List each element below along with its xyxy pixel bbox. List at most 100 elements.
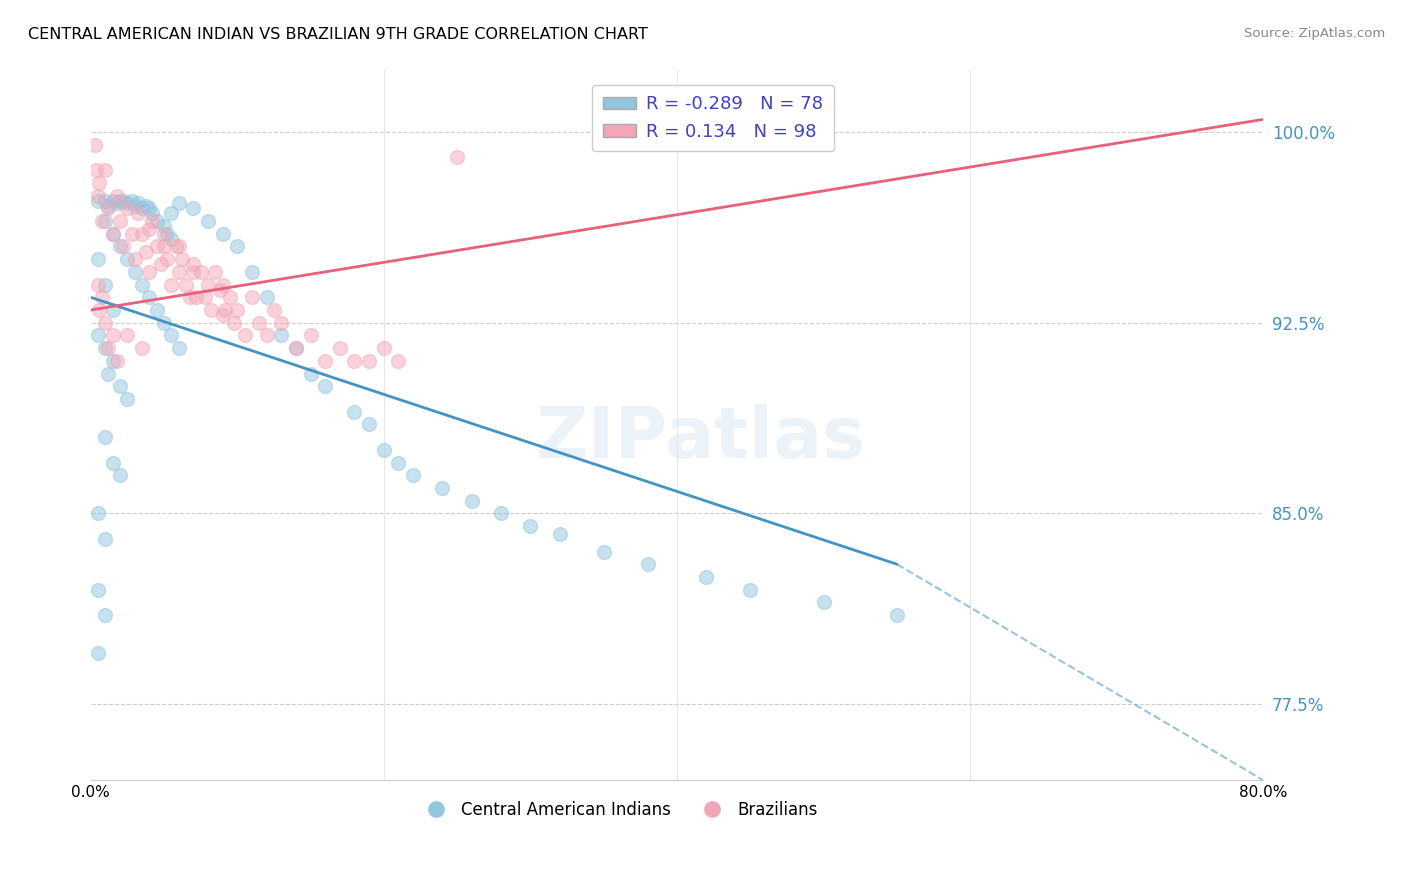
Point [314, 354, 336, 368]
Point [181, 202, 204, 216]
Point [108, 194, 131, 208]
Point [186, 290, 208, 304]
Point [101, 227, 124, 241]
Point [105, 354, 128, 368]
Point [87, 646, 110, 660]
Point [101, 328, 124, 343]
Point [270, 316, 292, 330]
Point [101, 303, 124, 318]
Point [94, 163, 117, 178]
Point [214, 303, 236, 318]
Point [519, 519, 541, 533]
Point [343, 354, 366, 368]
Point [373, 341, 395, 355]
Point [226, 303, 249, 318]
Point [200, 303, 222, 318]
Point [94, 214, 117, 228]
Point [87, 328, 110, 343]
Point [190, 265, 212, 279]
Point [886, 608, 908, 623]
Point [111, 239, 134, 253]
Point [138, 202, 160, 216]
Point [211, 308, 233, 322]
Point [145, 214, 167, 228]
Point [105, 188, 128, 202]
Point [124, 265, 146, 279]
Point [359, 417, 381, 432]
Legend: Central American Indians, Brazilians: Central American Indians, Brazilians [412, 794, 824, 825]
Point [181, 257, 204, 271]
Point [89, 176, 111, 190]
Point [548, 526, 571, 541]
Point [637, 558, 659, 572]
Point [208, 283, 231, 297]
Point [124, 199, 146, 213]
Point [219, 290, 242, 304]
Point [695, 570, 717, 584]
Point [141, 206, 163, 220]
Point [131, 202, 153, 216]
Point [211, 277, 233, 292]
Point [156, 227, 179, 241]
Point [97, 199, 120, 213]
Point [138, 221, 160, 235]
Point [174, 277, 197, 292]
Point [111, 194, 134, 208]
Text: CENTRAL AMERICAN INDIAN VS BRAZILIAN 9TH GRADE CORRELATION CHART: CENTRAL AMERICAN INDIAN VS BRAZILIAN 9TH… [28, 27, 648, 42]
Point [197, 277, 219, 292]
Point [94, 430, 117, 444]
Point [121, 194, 143, 208]
Point [91, 290, 114, 304]
Point [284, 341, 307, 355]
Point [329, 341, 352, 355]
Point [204, 265, 226, 279]
Point [179, 290, 201, 304]
Point [153, 239, 176, 253]
Point [91, 214, 114, 228]
Point [387, 456, 409, 470]
Point [387, 354, 409, 368]
Point [94, 341, 117, 355]
Point [97, 341, 120, 355]
Point [94, 532, 117, 546]
Point [84, 137, 107, 152]
Point [94, 608, 117, 623]
Point [87, 582, 110, 597]
Point [165, 239, 187, 253]
Point [373, 442, 395, 457]
Point [108, 379, 131, 393]
Point [263, 303, 285, 318]
Point [181, 265, 204, 279]
Point [160, 328, 183, 343]
Point [240, 265, 263, 279]
Point [224, 316, 246, 330]
Point [167, 341, 190, 355]
Point [87, 277, 110, 292]
Point [97, 202, 120, 216]
Point [145, 239, 167, 253]
Point [233, 328, 256, 343]
Point [131, 227, 153, 241]
Point [87, 194, 110, 208]
Point [127, 196, 149, 211]
Point [138, 290, 160, 304]
Text: ZIPatlas: ZIPatlas [536, 404, 866, 473]
Point [740, 582, 762, 597]
Point [127, 206, 149, 220]
Point [270, 328, 292, 343]
Point [135, 244, 157, 259]
Point [299, 367, 322, 381]
Point [101, 194, 124, 208]
Point [121, 227, 143, 241]
Point [153, 219, 176, 234]
Point [149, 257, 172, 271]
Point [240, 290, 263, 304]
Point [117, 392, 139, 406]
Point [359, 354, 381, 368]
Point [87, 507, 110, 521]
Point [432, 481, 454, 495]
Point [153, 316, 176, 330]
Point [299, 328, 322, 343]
Point [402, 468, 425, 483]
Point [94, 277, 117, 292]
